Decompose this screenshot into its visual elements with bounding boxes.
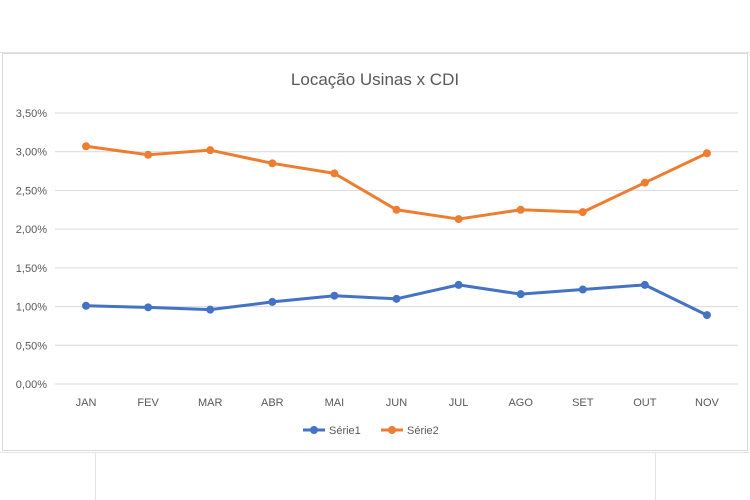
x-tick-label: AGO — [508, 397, 533, 409]
y-axis-ticks: 0,00% 0,50% 1,00% 1,50% 2,00% 2,50% 3,00% 3,50% — [16, 108, 47, 391]
y-tick-label: 2,00% — [16, 224, 47, 236]
x-axis-ticks: JAN FEV MAR ABR MAI JUN JUL AGO SET OUT NOV — [76, 397, 720, 409]
line-chart: Locação Usinas x CDI 0,00% 0,50% 1,00% 1,50… — [16, 70, 738, 437]
x-tick-label: SET — [572, 397, 594, 409]
data-point[interactable] — [206, 305, 215, 314]
data-point[interactable] — [82, 301, 91, 310]
data-point[interactable] — [640, 280, 649, 289]
chart-title: Locação Usinas x CDI — [291, 70, 459, 89]
y-tick-label: 3,50% — [16, 108, 47, 120]
data-point[interactable] — [330, 291, 339, 300]
sheet-gridline-top — [0, 52, 750, 53]
gridlines — [55, 112, 738, 385]
data-point[interactable] — [268, 297, 277, 306]
legend-swatch-marker — [310, 426, 318, 434]
data-point[interactable] — [268, 159, 277, 168]
x-tick-label: OUT — [633, 397, 657, 409]
series-2 — [82, 142, 711, 224]
data-point[interactable] — [702, 149, 711, 158]
y-tick-label: 1,50% — [16, 263, 47, 275]
legend[interactable]: Série1 Série2 — [303, 425, 439, 437]
data-point[interactable] — [330, 169, 339, 178]
series-1 — [82, 280, 711, 320]
x-tick-label: FEV — [137, 397, 159, 409]
sheet-gridline-col-2 — [655, 452, 656, 500]
data-point[interactable] — [144, 303, 153, 312]
y-tick-label: 0,00% — [16, 379, 47, 391]
y-tick-label: 3,00% — [16, 147, 47, 159]
x-tick-label: ABR — [261, 397, 284, 409]
data-point[interactable] — [392, 294, 401, 303]
legend-label: Série1 — [329, 425, 361, 437]
data-point[interactable] — [454, 215, 463, 224]
data-point[interactable] — [206, 146, 215, 155]
y-tick-label: 1,00% — [16, 302, 47, 314]
data-point[interactable] — [640, 178, 649, 187]
data-point[interactable] — [392, 205, 401, 214]
legend-label: Série2 — [407, 425, 439, 437]
sheet-gridline-col-1 — [95, 452, 96, 500]
data-point[interactable] — [82, 142, 91, 151]
data-point[interactable] — [454, 280, 463, 289]
x-tick-label: NOV — [695, 397, 720, 409]
x-tick-label: MAR — [198, 397, 223, 409]
legend-item[interactable]: Série2 — [381, 425, 439, 437]
chart-area[interactable]: Locação Usinas x CDI 0,00% 0,50% 1,00% 1,50… — [2, 53, 748, 451]
x-tick-label: JUN — [386, 397, 407, 409]
series-lines — [82, 142, 711, 320]
x-tick-label: JUL — [449, 397, 469, 409]
y-tick-label: 2,50% — [16, 185, 47, 197]
data-point[interactable] — [516, 290, 525, 299]
legend-swatch-marker — [388, 426, 396, 434]
x-tick-label: JAN — [76, 397, 97, 409]
data-point[interactable] — [578, 208, 587, 217]
data-point[interactable] — [516, 205, 525, 214]
sheet-gridline-bottom — [0, 452, 750, 453]
legend-item[interactable]: Série1 — [303, 425, 361, 437]
data-point[interactable] — [578, 285, 587, 294]
x-tick-label: MAI — [325, 397, 345, 409]
data-point[interactable] — [144, 150, 153, 159]
y-tick-label: 0,50% — [16, 340, 47, 352]
data-point[interactable] — [702, 311, 711, 320]
